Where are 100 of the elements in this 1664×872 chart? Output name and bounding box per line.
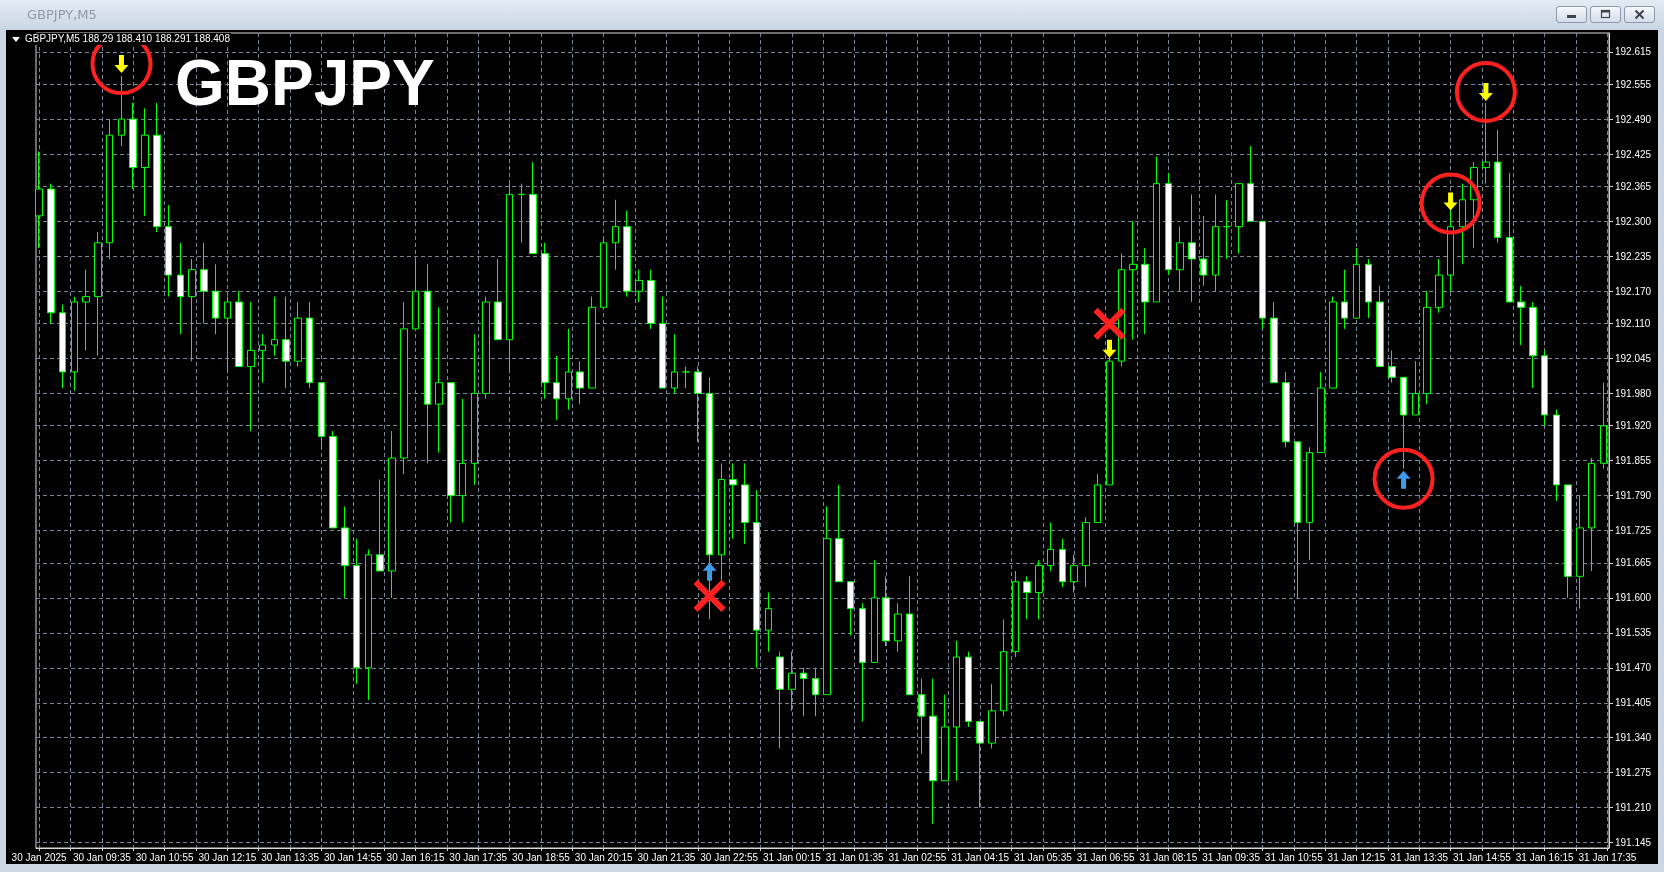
y-tick-label: 192.045 [1615,352,1652,364]
candlestick [294,301,302,368]
candlestick [647,269,655,330]
candlestick [765,591,772,653]
candlestick [635,269,643,303]
candlestick [1247,145,1254,222]
candlestick [106,118,113,260]
x-tick-label: 31 Jan 13:35 [1390,851,1449,863]
x-tick-label: 31 Jan 14:55 [1453,851,1512,863]
candlestick [741,462,749,545]
candlestick [1270,301,1278,384]
x-tick-label: 31 Jan 08:15 [1139,851,1198,863]
y-tick-label: 191.790 [1615,490,1652,502]
candlestick [1212,193,1219,292]
candlestick [1353,247,1360,319]
candlestick [200,242,208,324]
candlestick [365,548,372,701]
candlestick [565,328,572,411]
x-tick-label: 31 Jan 02:55 [888,851,947,863]
candlestick [1035,559,1043,620]
candlestick [1306,446,1313,561]
candlestick [188,258,196,362]
x-tick-label: 30 Jan 2025 [11,851,68,863]
candlestick [1129,220,1137,341]
y-tick-label: 192.555 [1615,78,1652,90]
y-tick-label: 192.110 [1615,317,1651,329]
candlestick [1223,199,1231,260]
y-tick-label: 191.855 [1615,455,1652,467]
candlestick [1494,129,1501,244]
candlestick [623,210,631,298]
candlestick [518,183,525,244]
candlestick [847,581,854,637]
candlestick [153,102,161,233]
candlestick [706,376,713,620]
candlestick [1259,220,1266,330]
candlestick [894,602,902,653]
candlestick [682,366,690,389]
x-tick-label: 31 Jan 10:55 [1264,851,1324,863]
candlestick [553,355,560,421]
candlestick [1400,376,1407,470]
x-tick-label: 30 Jan 09:35 [72,851,132,863]
candlestick [247,301,255,432]
candlestick [1447,210,1454,292]
candlestick [1376,285,1384,368]
candlestick [1423,290,1431,405]
candlestick [1412,360,1419,416]
y-tick-label: 191.920 [1615,420,1652,432]
candlestick [612,199,619,271]
candlestick [94,231,102,357]
y-tick-label: 191.210 [1615,802,1652,814]
x-tick-label: 31 Jan 05:35 [1013,851,1073,863]
candlestick [823,505,831,696]
candlestick [1082,516,1090,588]
candlestick [859,602,866,723]
candlestick [1294,441,1301,599]
candlestick [47,183,55,324]
candlestick [882,575,890,647]
candlestick [1141,247,1149,335]
candlestick [353,538,360,685]
candlestick [435,306,443,454]
candlestick [576,360,584,405]
candlestick [494,258,502,341]
candlestick [306,301,313,389]
candlestick [1329,296,1337,389]
candlestick [1576,495,1584,610]
x-tick-label: 30 Jan 17:35 [449,851,508,863]
candlestick [941,694,949,782]
candlestick [1059,538,1066,588]
candlestick [600,236,607,308]
candlestick [1482,102,1490,185]
x-tick-label: 30 Jan 21:35 [637,851,696,863]
candlestick [141,107,149,217]
candlestick [1459,183,1466,265]
candlestick [1600,382,1607,470]
x-tick-label: 31 Jan 12:15 [1327,851,1386,863]
candlestick [965,651,972,728]
candlestick [529,161,537,255]
candlestick [1094,473,1101,524]
candlestick [1235,183,1243,255]
candlestick [35,150,43,249]
x-tick-label: 31 Jan 06:55 [1076,851,1135,863]
x-tick-label: 31 Jan 01:35 [825,851,884,863]
candlestick [718,462,725,583]
candlestick [988,683,996,749]
chart-title: GBPJPY [175,47,435,119]
candlestick [1506,172,1513,303]
candlestick [671,333,678,394]
candlestick [424,263,431,464]
candlestick [694,366,702,443]
candlestick [318,382,325,448]
y-tick-label: 192.425 [1615,148,1652,160]
y-tick-label: 192.365 [1615,180,1652,192]
candlestick [1365,258,1372,319]
candlestick [541,242,549,400]
candlestick [471,333,478,486]
candlestick [1153,156,1160,303]
candlestick [1000,618,1007,717]
x-tick-label: 31 Jan 04:15 [951,851,1010,863]
y-tick-label: 191.340 [1615,732,1652,744]
y-tick-label: 192.235 [1615,250,1652,262]
